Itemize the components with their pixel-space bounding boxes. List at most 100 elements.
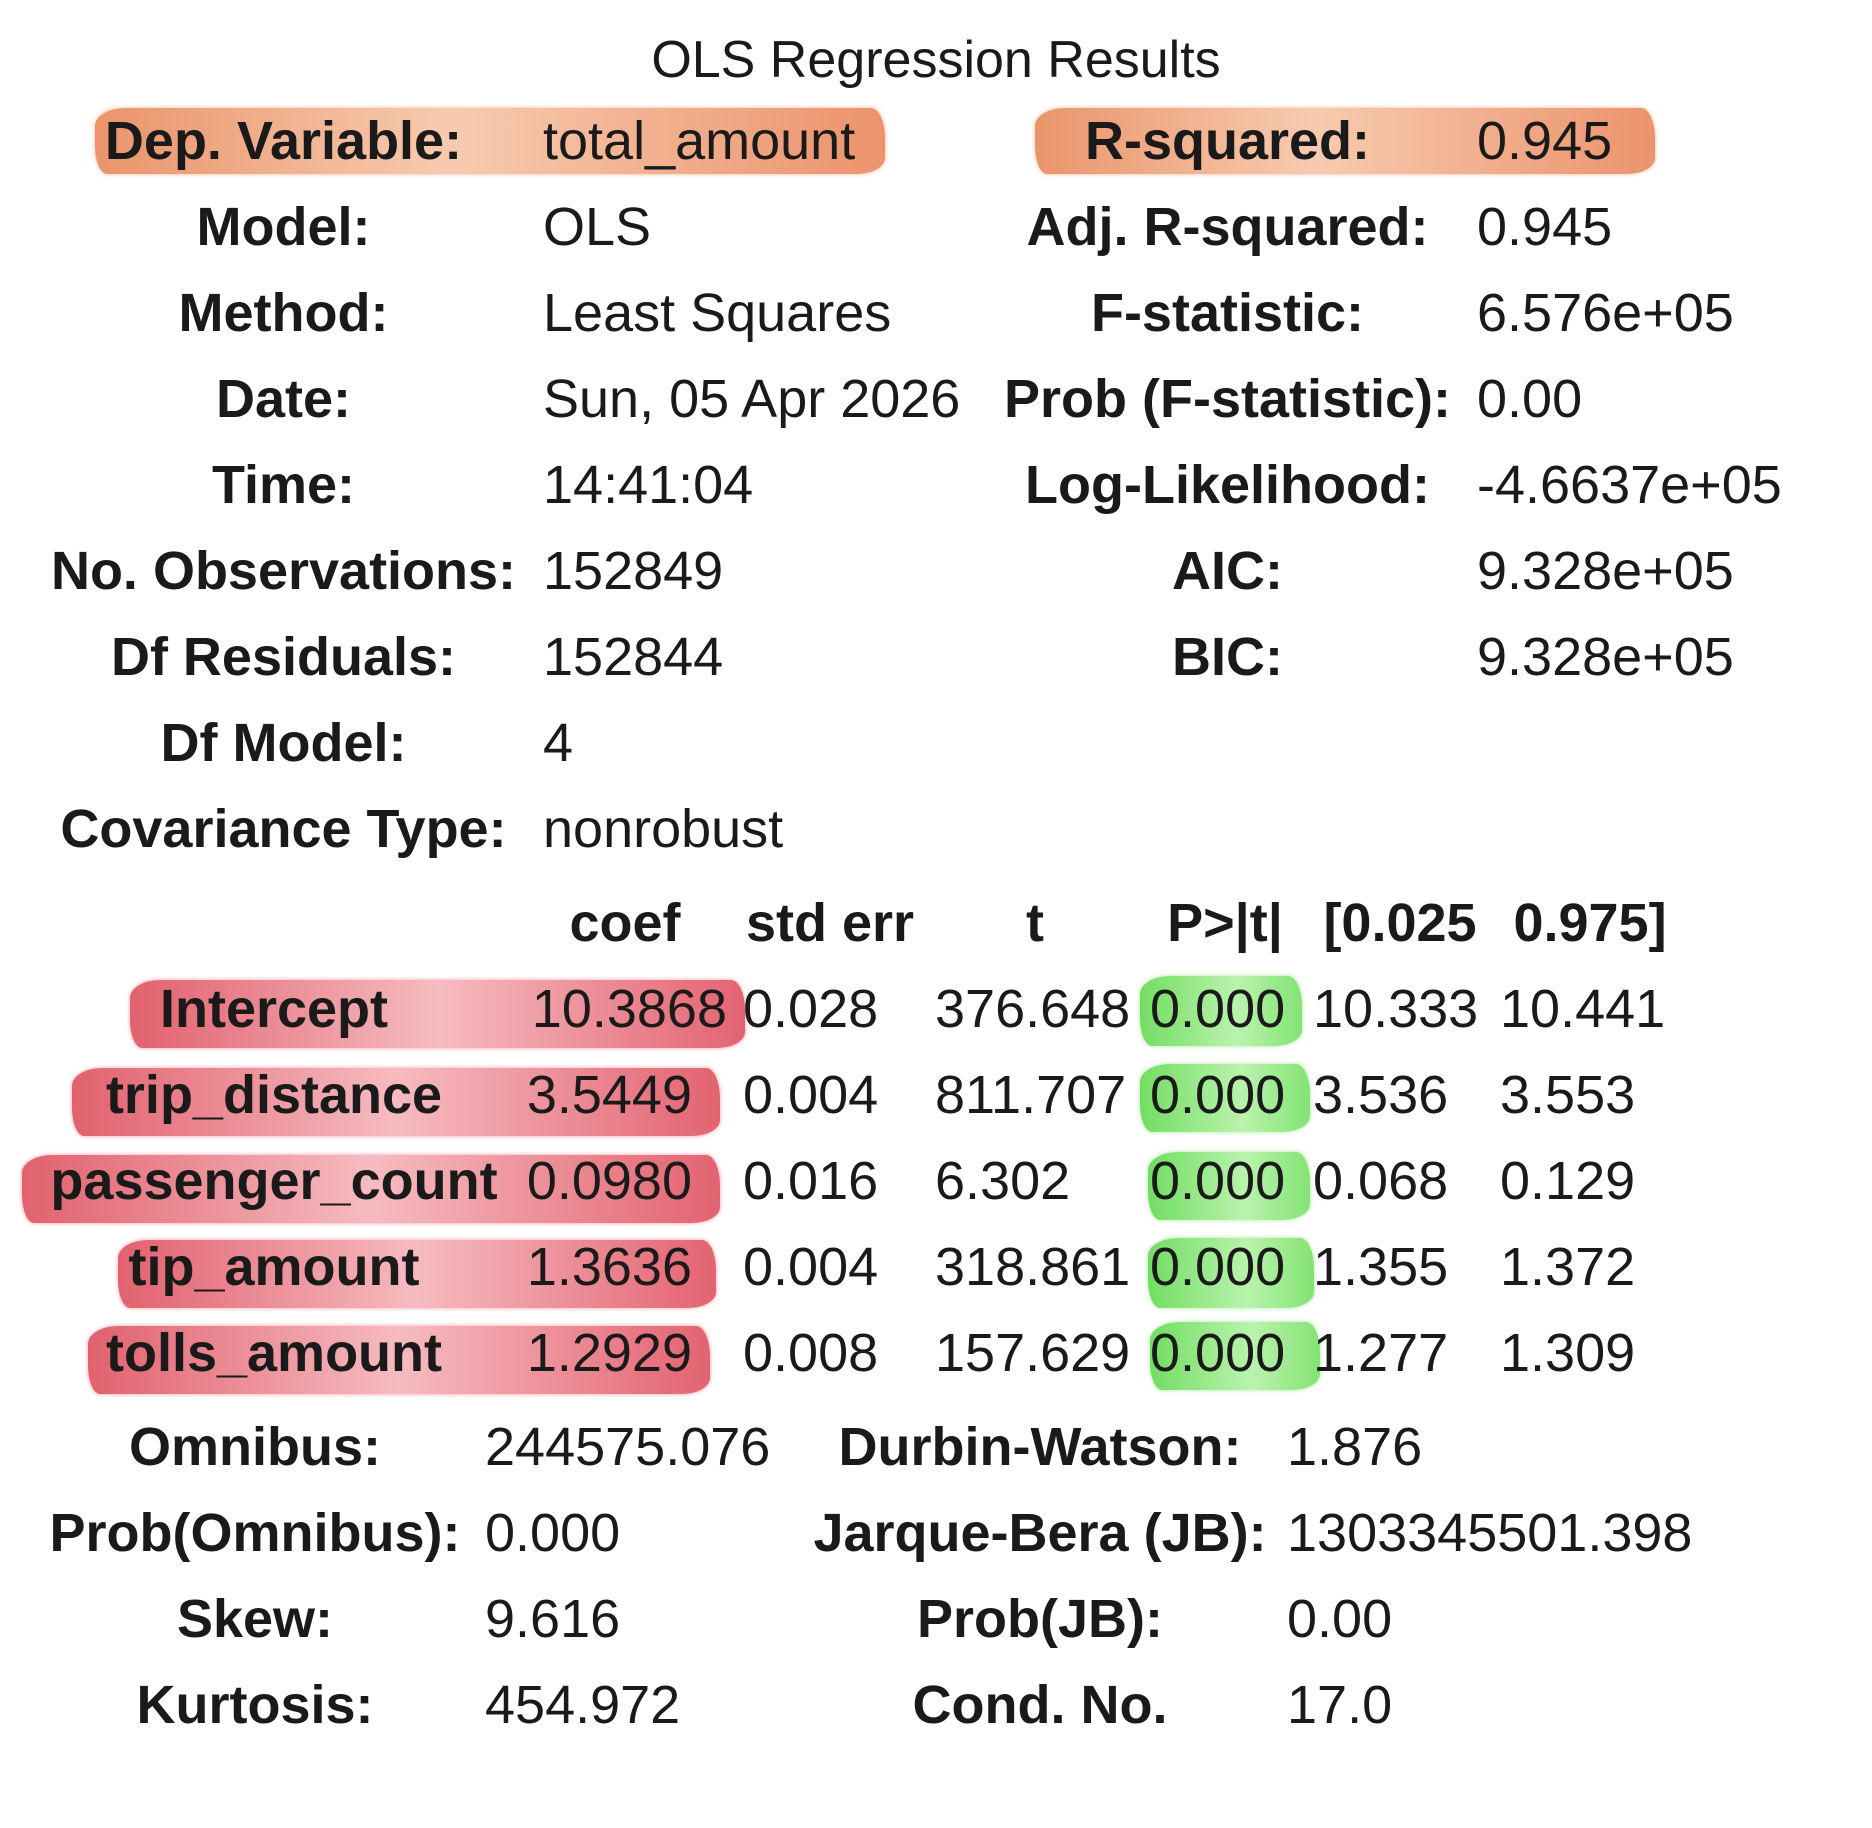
pvalue-highlight-3 (1148, 1152, 1310, 1220)
header-label-time: Time: (211, 455, 356, 515)
col-header-coef: coef (569, 893, 681, 953)
header-label-bic: BIC: (1172, 627, 1283, 687)
diag-label-cond-no: Cond. No. (912, 1675, 1168, 1735)
row-ci-lower: 1.277 (1313, 1323, 1449, 1383)
row-std-err: 0.008 (743, 1323, 879, 1383)
header-label-prob-f-statistic: Prob (F-statistic): (1003, 369, 1451, 429)
header-value-log-likelihood: -4.6637e+05 (1477, 455, 1782, 515)
row-p-value: 0.000 (1150, 1237, 1286, 1297)
row-name: Intercept (159, 979, 389, 1039)
header-value-bic: 9.328e+05 (1477, 627, 1734, 687)
row-t: 318.861 (935, 1237, 1131, 1297)
row-name: passenger_count (50, 1151, 498, 1211)
diag-value-prob-omnibus: 0.000 (485, 1503, 621, 1563)
row-p-value: 0.000 (1150, 1151, 1286, 1211)
diag-value-durbin-watson: 1.876 (1287, 1417, 1423, 1477)
header-value-adj-r-squared: 0.945 (1477, 197, 1613, 257)
row-ci-upper: 1.309 (1500, 1323, 1636, 1383)
row-ci-upper: 3.553 (1500, 1065, 1636, 1125)
row-t: 6.302 (935, 1151, 1071, 1211)
header-label-log-likelihood: Log-Likelihood: (1025, 455, 1430, 515)
pvalue-highlight-4 (1148, 1238, 1314, 1308)
header-label-covariance-type: Covariance Type: (60, 799, 507, 859)
diag-value-prob-jb: 0.00 (1287, 1589, 1393, 1649)
row-coef: 10.3868 (531, 979, 727, 1039)
row-name: tolls_amount (105, 1323, 443, 1383)
diag-label-omnibus: Omnibus: (129, 1417, 381, 1477)
row-p-value: 0.000 (1150, 979, 1286, 1039)
row-coef: 3.5449 (526, 1065, 692, 1125)
header-value-aic: 9.328e+05 (1477, 541, 1734, 601)
header-label-r-squared: R-squared: (1084, 111, 1371, 171)
header-label-adj-r-squared: Adj. R-squared: (1026, 197, 1429, 257)
row-std-err: 0.016 (743, 1151, 879, 1211)
header-value-covariance-type: nonrobust (543, 799, 784, 859)
pvalue-highlight-2 (1140, 1064, 1310, 1132)
report-title: OLS Regression Results (651, 31, 1221, 89)
header-label-date: Date: (215, 369, 352, 429)
header-label-f-statistic: F-statistic: (1090, 283, 1365, 343)
header-label-no-observations: No. Observations: (50, 541, 517, 601)
header-value-date: Sun, 05 Apr 2026 (543, 369, 961, 429)
diag-value-kurtosis: 454.972 (485, 1675, 681, 1735)
header-value-r-squared: 0.945 (1477, 111, 1613, 171)
row-ci-upper: 1.372 (1500, 1237, 1636, 1297)
col-header-p-value: P>|t| (1167, 893, 1283, 953)
diag-label-durbin-watson: Durbin-Watson: (838, 1417, 1242, 1477)
diag-value-cond-no: 17.0 (1287, 1675, 1393, 1735)
trip-distance-row-highlight (72, 1068, 720, 1136)
header-value-time: 14:41:04 (543, 455, 754, 515)
row-coef: 1.3636 (526, 1237, 692, 1297)
header-value-df-model: 4 (543, 713, 574, 773)
row-t: 376.648 (935, 979, 1131, 1039)
diag-label-jarque-bera: Jarque-Bera (JB): (813, 1503, 1267, 1563)
header-value-dep-variable: total_amount (543, 111, 856, 171)
row-std-err: 0.004 (743, 1065, 879, 1125)
col-header-ci-upper: 0.975] (1513, 893, 1667, 953)
tip-amount-row-highlight (118, 1240, 716, 1308)
header-value-model: OLS (543, 197, 652, 257)
diag-value-omnibus: 244575.076 (485, 1417, 771, 1477)
row-ci-upper: 10.441 (1500, 979, 1666, 1039)
row-name: trip_distance (105, 1065, 443, 1125)
diag-label-skew: Skew: (176, 1589, 334, 1649)
row-coef: 1.2929 (526, 1323, 692, 1383)
tolls-amount-row-highlight (88, 1326, 710, 1394)
header-value-df-residuals: 152844 (543, 627, 724, 687)
row-std-err: 0.004 (743, 1237, 879, 1297)
header-label-df-model: Df Model: (160, 713, 407, 773)
col-header-std-err: std err (745, 893, 915, 953)
header-value-prob-f-statistic: 0.00 (1477, 369, 1583, 429)
row-t: 811.707 (935, 1065, 1127, 1125)
row-p-value: 0.000 (1150, 1323, 1286, 1383)
row-std-err: 0.028 (743, 979, 879, 1039)
header-label-dep-variable: Dep. Variable: (104, 111, 463, 171)
row-p-value: 0.000 (1150, 1065, 1286, 1125)
header-label-df-residuals: Df Residuals: (110, 627, 457, 687)
dep-variable-highlight (95, 108, 885, 174)
row-t: 157.629 (935, 1323, 1131, 1383)
intercept-row-highlight (130, 980, 745, 1048)
r-squared-highlight (1035, 108, 1655, 174)
row-coef: 0.0980 (526, 1151, 692, 1211)
row-name: tip_amount (128, 1237, 420, 1297)
row-ci-lower: 10.333 (1313, 979, 1479, 1039)
col-header-ci-lower: [0.025 (1323, 893, 1477, 953)
header-label-aic: AIC: (1172, 541, 1283, 601)
passenger-count-row-highlight (22, 1155, 720, 1223)
diag-label-prob-jb: Prob(JB): (917, 1589, 1163, 1649)
diag-label-kurtosis: Kurtosis: (136, 1675, 374, 1735)
header-value-no-observations: 152849 (543, 541, 724, 601)
row-ci-lower: 1.355 (1313, 1237, 1449, 1297)
header-value-method: Least Squares (543, 283, 892, 343)
diag-value-skew: 9.616 (485, 1589, 621, 1649)
col-header-t: t (1026, 893, 1044, 953)
pvalue-highlight-5 (1150, 1322, 1320, 1390)
row-ci-lower: 0.068 (1313, 1151, 1449, 1211)
diag-value-jarque-bera: 1303345501.398 (1287, 1503, 1693, 1563)
pvalue-highlight-1 (1140, 976, 1302, 1046)
header-label-method: Method: (178, 283, 389, 343)
row-ci-lower: 3.536 (1313, 1065, 1449, 1125)
diag-label-prob-omnibus: Prob(Omnibus): (49, 1503, 461, 1563)
header-value-f-statistic: 6.576e+05 (1477, 283, 1734, 343)
